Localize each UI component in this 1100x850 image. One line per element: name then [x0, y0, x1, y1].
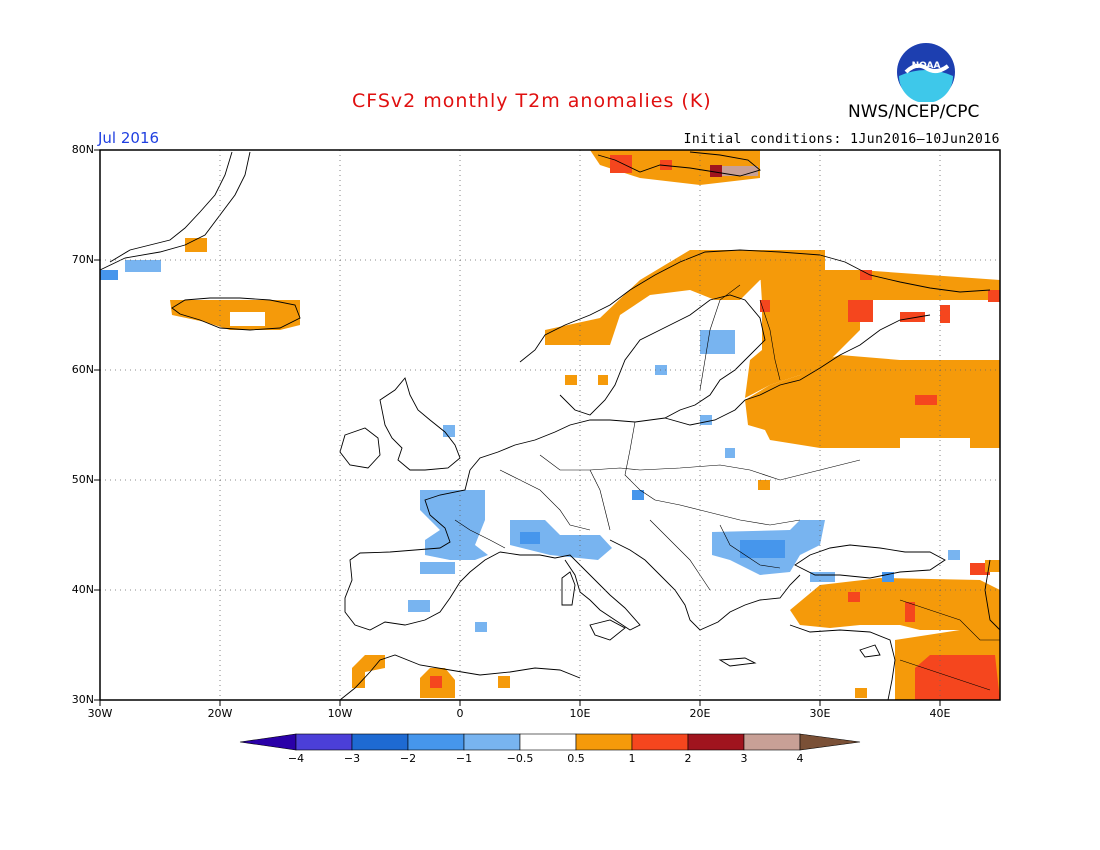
lon-label-10e: 10E [569, 707, 591, 720]
anomaly-patch-algeria-red [430, 676, 442, 688]
anomaly-patch-tunisia-orange [498, 676, 510, 688]
gridlines [100, 150, 1000, 700]
valid-month-label: Jul 2016 [98, 129, 160, 147]
chart-title: CFSv2 monthly T2m anomalies (K) [352, 90, 712, 112]
anomaly-patch-finland-red [760, 300, 770, 312]
anomaly-patch-turkey [790, 578, 1000, 630]
anomaly-patch-kola-red [848, 300, 873, 322]
anomaly-patch-turkey-red [848, 592, 860, 602]
anomaly-patch-kola-red2 [900, 312, 925, 322]
anomaly-patch-ural-red [988, 290, 1000, 302]
lat-label-80n: 80N [71, 143, 94, 156]
anomaly-patch-svalbard-dark [710, 165, 722, 177]
initial-conditions-label: Initial conditions: 1Jun2016–10Jun2016 [683, 132, 1000, 147]
colorbar-swatch-2 [351, 733, 409, 751]
colorbar-arrow-high [799, 733, 861, 751]
anomaly-patch-blacksea-blue2 [882, 572, 894, 582]
anomaly-patch-norway [545, 250, 825, 345]
anomaly-patch-italy-dark [520, 532, 540, 544]
colorbar-swatch-5 [519, 733, 577, 751]
colorbar-swatch-7 [631, 733, 689, 751]
anomaly-patch-svalbard-red [610, 155, 632, 173]
noaa-logo: NOAA [897, 43, 955, 102]
anomaly-patch-mideast-red [915, 655, 1000, 700]
anomaly-patch-poland-blue [725, 448, 735, 458]
anomaly-shading [100, 150, 1000, 700]
colorbar-label: −3 [343, 752, 361, 765]
anomaly-patch-svalbard-brown [722, 166, 758, 176]
anomaly-patch-ukraine-small [758, 480, 770, 490]
anomaly-patch-balkans-dark [740, 540, 785, 558]
colorbar-swatch-8 [687, 733, 745, 751]
coastlines [99, 151, 1001, 701]
colorbar-swatch-6 [575, 733, 633, 751]
colorbar-swatch-4 [463, 733, 521, 751]
anomaly-patch-finland-blue [700, 330, 735, 354]
colorbar-label: 0.5 [567, 752, 585, 765]
anomaly-patch-scandi-small [565, 375, 577, 385]
anomaly-patch-greenland-blue [125, 260, 161, 272]
anomaly-patch-levant-orange [855, 688, 867, 698]
anomaly-patch-spain-blue [420, 562, 455, 574]
anomaly-patch-caucasus-blue [948, 550, 960, 560]
colorbar [239, 733, 861, 751]
colorbar-label: 2 [684, 752, 692, 765]
anomaly-patch-russia-red [915, 395, 937, 405]
anomaly-patch-algeria-blue [475, 622, 487, 632]
anomaly-patch-baltic-blue [700, 415, 712, 425]
anomaly-patch-greenland [185, 238, 207, 252]
colorbar-label: −2 [399, 752, 417, 765]
colorbar-label: −1 [455, 752, 473, 765]
anomaly-patch-italy [510, 520, 612, 560]
colorbar-swatch-9 [743, 733, 801, 751]
lon-label-30e: 30E [809, 707, 831, 720]
anomaly-patch-scandi-small2 [598, 375, 608, 385]
colorbar-label: 3 [740, 752, 748, 765]
axis-ticks [94, 149, 941, 706]
lon-label-10w: 10W [327, 707, 353, 720]
anomaly-patch-czech-blue [632, 490, 644, 500]
colorbar-label: 1 [628, 752, 636, 765]
lat-label-70n: 70N [71, 253, 94, 266]
colorbar-label: 4 [796, 752, 804, 765]
anomaly-patch-russia-fill [745, 300, 860, 398]
colorbar-label: −0.5 [506, 752, 534, 765]
lat-label-30n: 30N [71, 693, 94, 706]
anomaly-patch-kola-red3 [940, 305, 950, 323]
colorbar-label: −4 [287, 752, 305, 765]
anomaly-patch-greenland-blue2 [100, 270, 118, 280]
anomaly-patch-blacksea-blue [810, 572, 835, 582]
anomaly-patch-iceland-white [230, 312, 265, 326]
noaa-logo-text: NOAA [912, 61, 941, 71]
colorbar-swatch-3 [407, 733, 465, 751]
anomaly-patch-spain-blue2 [408, 600, 430, 612]
agency-label: NWS/NCEP/CPC [848, 102, 980, 122]
anomaly-patch-caucasus-orange [985, 560, 1000, 572]
anomaly-patch-uk-blue [443, 425, 455, 437]
lon-label-20e: 20E [689, 707, 711, 720]
lon-label-20w: 20W [207, 707, 233, 720]
anomaly-patch-turkey-red2 [905, 602, 915, 622]
colorbar-arrow-low [239, 733, 297, 751]
map-frame [99, 149, 1001, 701]
lon-label-30w: 30W [87, 707, 113, 720]
anomaly-patch-kola-red4 [860, 270, 872, 280]
colorbar-swatch-1 [295, 733, 353, 751]
anomaly-patch-svalbard-red2 [660, 160, 672, 170]
lat-label-60n: 60N [71, 363, 94, 376]
lat-label-40n: 40N [71, 583, 94, 596]
lon-label-0: 0 [456, 707, 464, 720]
lon-label-40e: 40E [929, 707, 951, 720]
lat-label-50n: 50N [71, 473, 94, 486]
anomaly-patch-france [420, 490, 488, 560]
